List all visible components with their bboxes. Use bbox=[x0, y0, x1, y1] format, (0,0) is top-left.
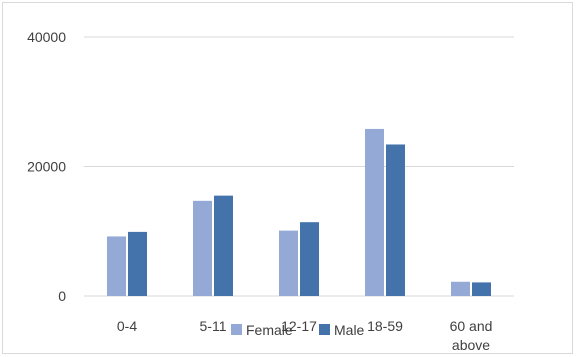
bar-female-3 bbox=[365, 128, 384, 296]
y-tick-label: 0 bbox=[58, 288, 66, 304]
y-axis-tick-labels: 0 20000 40000 bbox=[27, 29, 66, 304]
bar-female-0 bbox=[107, 236, 126, 296]
bar-female-4 bbox=[451, 281, 470, 296]
x-axis-category-labels: 0-4 5-11 12-17 18-59 60 and above bbox=[117, 318, 493, 353]
legend: Female Male bbox=[231, 322, 365, 338]
legend-swatch-male bbox=[319, 324, 330, 335]
bar-male-1 bbox=[214, 195, 233, 296]
y-tick-label: 20000 bbox=[27, 159, 66, 175]
bar-male-0 bbox=[128, 231, 147, 296]
bar-female-1 bbox=[193, 200, 212, 296]
legend-label-male: Male bbox=[334, 322, 365, 338]
bars bbox=[107, 128, 491, 296]
x-category-label: 0-4 bbox=[117, 318, 137, 334]
x-category-label: 5-11 bbox=[200, 318, 227, 334]
x-category-label: 12-17 bbox=[281, 318, 317, 334]
x-category-label: 18-59 bbox=[367, 318, 403, 334]
y-tick-label: 40000 bbox=[27, 29, 66, 45]
bar-male-2 bbox=[300, 222, 319, 296]
legend-label-female: Female bbox=[246, 322, 293, 338]
gridlines bbox=[84, 36, 514, 297]
bar-male-3 bbox=[386, 144, 405, 296]
x-category-label: 60 and above bbox=[450, 318, 493, 353]
bar-female-2 bbox=[279, 230, 298, 296]
bar-male-4 bbox=[472, 282, 491, 296]
legend-swatch-female bbox=[231, 324, 242, 335]
